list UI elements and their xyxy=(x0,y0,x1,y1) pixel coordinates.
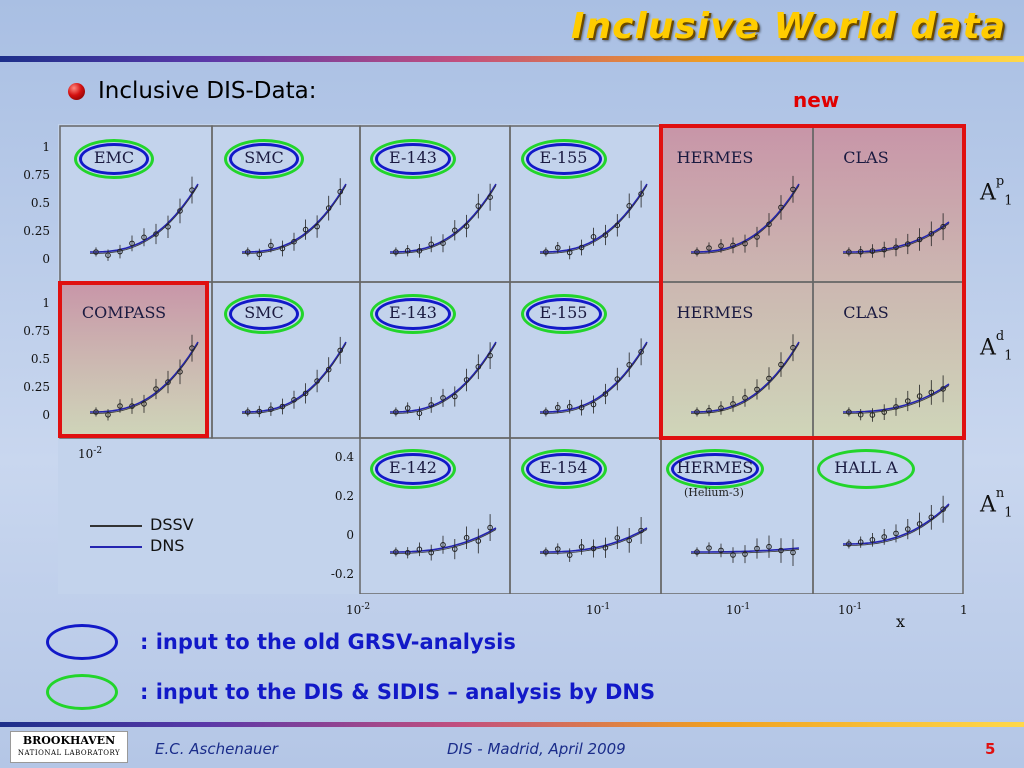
page-number: 5 xyxy=(985,740,996,758)
panel-tag: E-143 xyxy=(389,148,437,167)
legend-dssv-label: DSSV xyxy=(150,515,194,534)
panel-green-ellipse-icon xyxy=(817,449,915,489)
x-tick-label: 10-2 xyxy=(346,602,371,617)
helium3-note: (Helium-3) xyxy=(684,486,744,499)
blue-ellipse-key-icon xyxy=(46,624,118,660)
y-tick-label: 0.25 xyxy=(23,380,50,394)
panel-blue-ellipse-icon xyxy=(525,143,602,175)
x-axis-label: x xyxy=(896,612,906,631)
y-tick-label: 0.25 xyxy=(23,224,50,238)
panel-green-ellipse-icon xyxy=(370,449,456,489)
legend-dns-label: DNS xyxy=(150,536,185,555)
compass-panel-shade xyxy=(60,282,207,438)
panel-blue-ellipse-icon xyxy=(525,453,602,485)
panel-tag: EMC xyxy=(93,148,135,167)
brookhaven-logo: BROOKHAVEN NATIONAL LABORATORY xyxy=(10,731,128,763)
panel-tag: HERMES xyxy=(676,303,754,322)
y-tick-label: 0 xyxy=(42,252,50,266)
footer-event: DIS - Madrid, April 2009 xyxy=(447,740,626,758)
y-tick-label: 1 xyxy=(42,140,50,154)
y-tick-label: 0 xyxy=(42,408,50,422)
key-blue-text: : input to the old GRSV-analysis xyxy=(140,630,516,654)
panel-blue-ellipse-icon xyxy=(375,298,451,330)
y-tick-label: 0.2 xyxy=(334,489,354,503)
x-tick-label: 1 xyxy=(960,603,968,617)
panel-tag: CLAS xyxy=(843,303,889,322)
panel-blue-ellipse-icon xyxy=(79,143,149,175)
panel-tag: COMPASS xyxy=(81,303,167,322)
panel-tag: CLAS xyxy=(843,148,889,167)
green-ellipse-key-icon xyxy=(46,674,118,710)
panel-blue-ellipse-icon xyxy=(525,298,602,330)
x-tick-label: 10-2 xyxy=(78,446,103,461)
x-tick-label: 10-1 xyxy=(586,602,611,617)
y-tick-label: 1 xyxy=(42,296,50,310)
panel-green-ellipse-icon xyxy=(370,139,456,179)
footer-divider xyxy=(0,722,1024,727)
x-tick-label: 10-1 xyxy=(726,602,751,617)
row-label-neutron: An1 xyxy=(980,486,1013,521)
panel-tag: E-155 xyxy=(539,148,588,167)
y-tick-label: 0.75 xyxy=(23,168,50,182)
slide-title: Inclusive World data xyxy=(571,6,1006,47)
panel-blue-ellipse-icon xyxy=(229,298,299,330)
bullet-icon xyxy=(68,83,85,100)
panel-tag: HALL A xyxy=(834,458,898,477)
panel-green-ellipse-icon xyxy=(520,139,607,179)
panel-tag: E-143 xyxy=(389,303,437,322)
panel-tag: SMC xyxy=(244,303,284,322)
panel-green-ellipse-icon xyxy=(224,139,304,179)
panel-tag: E-154 xyxy=(539,458,588,477)
panel-green-ellipse-icon xyxy=(520,449,607,489)
panel-tag: SMC xyxy=(244,148,284,167)
footer-author: E.C. Aschenauer xyxy=(155,740,278,758)
panel-green-ellipse-icon xyxy=(666,449,764,489)
panel-tag: HERMES xyxy=(676,458,754,477)
legend-dns-line xyxy=(90,546,142,548)
new-label: new xyxy=(793,88,840,112)
legend-dssv-line xyxy=(90,525,142,527)
row-label-deuteron: Ad1 xyxy=(980,329,1013,364)
panel-green-ellipse-icon xyxy=(74,139,154,179)
title-divider xyxy=(0,56,1024,62)
y-tick-label: 0 xyxy=(346,528,354,542)
x-tick-label: 10-1 xyxy=(838,602,863,617)
panel-green-ellipse-icon xyxy=(370,294,456,334)
panel-tag: E-155 xyxy=(539,303,588,322)
panel-green-ellipse-icon xyxy=(224,294,304,334)
panel-green-ellipse-icon xyxy=(520,294,607,334)
compass-highlight xyxy=(58,281,209,438)
y-tick-label: 0.5 xyxy=(30,352,50,366)
row-label-proton: Ap1 xyxy=(980,174,1013,209)
panel-tag: E-142 xyxy=(389,458,437,477)
panel-blue-ellipse-icon xyxy=(375,143,451,175)
new-data-highlight xyxy=(659,124,966,440)
subtitle: Inclusive DIS-Data: xyxy=(98,78,317,104)
panel-tag: HERMES xyxy=(676,148,754,167)
key-green-text: : input to the DIS & SIDIS – analysis by… xyxy=(140,680,656,704)
panel-blue-ellipse-icon xyxy=(375,453,451,485)
panel-blue-ellipse-icon xyxy=(229,143,299,175)
y-tick-label: 0.4 xyxy=(334,450,354,464)
y-tick-label: 0.5 xyxy=(30,196,50,210)
plot-svg xyxy=(59,125,964,594)
y-tick-label: -0.2 xyxy=(330,567,354,581)
y-tick-label: 0.75 xyxy=(23,324,50,338)
panel-blue-ellipse-icon xyxy=(671,453,759,485)
data-panels xyxy=(58,124,965,594)
